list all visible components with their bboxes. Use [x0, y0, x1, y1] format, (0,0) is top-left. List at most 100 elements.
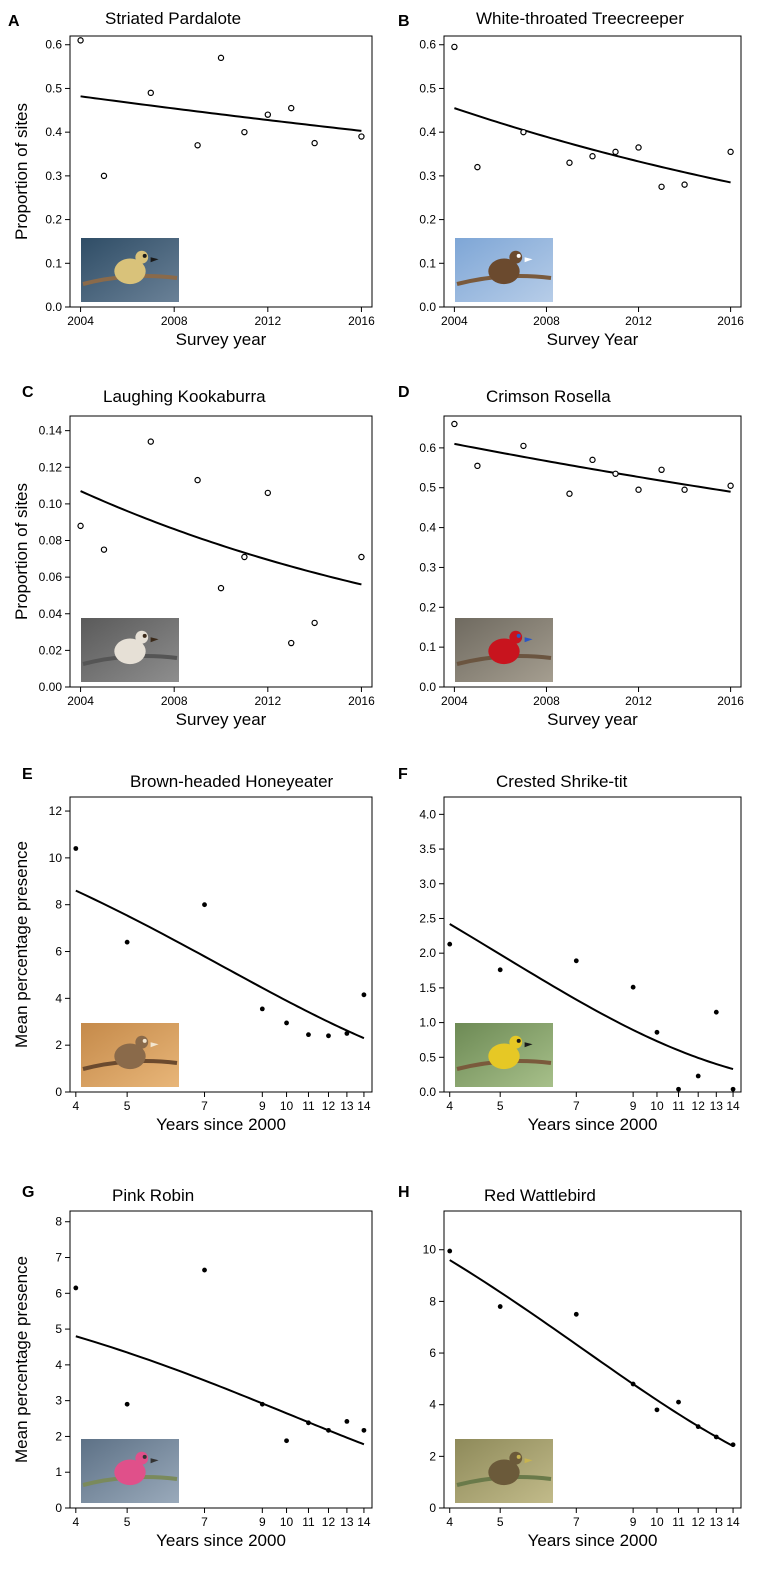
data-point	[284, 1020, 289, 1026]
y-tick-label: 0.3	[45, 169, 62, 183]
y-tick-label: 2	[55, 1038, 62, 1052]
y-tick-label: 0.1	[419, 640, 436, 654]
x-tick-label: 13	[340, 1515, 354, 1529]
y-tick-label: 0.6	[419, 441, 436, 455]
y-tick-label: 6	[55, 945, 62, 959]
trend-line	[449, 1259, 734, 1447]
data-point	[100, 172, 108, 180]
data-point	[635, 144, 642, 151]
panel-letter: G	[22, 1184, 34, 1201]
y-tick-label: 2.5	[419, 911, 436, 925]
data-point	[676, 1086, 681, 1092]
data-point	[147, 89, 154, 97]
panel-title: Pink Robin	[112, 1186, 194, 1205]
x-tick-label: 13	[710, 1099, 724, 1113]
data-point	[566, 159, 573, 166]
data-point	[727, 148, 734, 156]
data-point	[612, 470, 619, 477]
x-tick-label: 4	[446, 1515, 453, 1529]
striated-pardalote-photo	[81, 238, 179, 302]
x-tick-label: 2012	[254, 694, 281, 708]
data-point	[194, 142, 201, 149]
data-point	[306, 1032, 311, 1038]
x-tick-label: 5	[497, 1515, 504, 1529]
crimson-rosella-photo	[455, 618, 553, 682]
x-tick-label: 12	[322, 1515, 336, 1529]
x-tick-label: 12	[692, 1099, 706, 1113]
x-tick-label: 9	[259, 1515, 266, 1529]
data-point	[306, 1420, 311, 1426]
y-tick-label: 0.3	[419, 169, 436, 183]
data-point	[311, 619, 318, 627]
panel-letter: E	[22, 766, 33, 783]
y-tick-label: 0.5	[419, 81, 436, 95]
data-point	[573, 958, 579, 964]
x-tick-label: 11	[302, 1099, 315, 1113]
data-point	[259, 1006, 265, 1012]
data-point	[589, 153, 596, 160]
y-tick-label: 3.5	[419, 842, 436, 856]
panel-title: Striated Pardalote	[105, 9, 241, 28]
data-point	[284, 1438, 289, 1444]
x-tick-label: 10	[280, 1099, 294, 1113]
x-tick-label: 7	[573, 1099, 580, 1113]
data-point	[658, 466, 665, 474]
data-point	[217, 54, 225, 62]
x-tick-label: 10	[280, 1515, 294, 1529]
x-tick-label: 10	[650, 1515, 664, 1529]
x-tick-label: 5	[124, 1515, 131, 1529]
data-point	[447, 1248, 453, 1254]
y-tick-label: 0.4	[419, 521, 436, 535]
x-tick-label: 9	[630, 1099, 637, 1113]
y-tick-label: 0.4	[419, 125, 436, 139]
x-tick-label: 2016	[348, 314, 375, 328]
y-tick-label: 0.5	[419, 481, 436, 495]
x-axis-title: Survey year	[547, 710, 638, 729]
y-tick-label: 0.0	[419, 300, 436, 314]
trend-line	[80, 95, 362, 132]
plot-frame	[69, 35, 373, 308]
x-tick-label: 14	[357, 1515, 371, 1529]
y-tick-label: 2	[55, 1429, 62, 1443]
data-point	[259, 1401, 265, 1407]
x-tick-label: 7	[573, 1515, 580, 1529]
y-tick-label: 0.12	[39, 460, 63, 474]
x-tick-label: 4	[72, 1099, 79, 1113]
chart-panel-b: B White-throated Treecreeper 0.0 0.1 0.2 0.3 0…	[398, 9, 744, 349]
panel-title: Brown-headed Honeyeater	[130, 772, 334, 791]
red-wattlebird-photo	[455, 1439, 553, 1503]
x-tick-label: 11	[302, 1515, 315, 1529]
white-throated-treecreeper-photo	[455, 238, 553, 302]
y-tick-label: 0.4	[45, 125, 62, 139]
x-tick-label: 2008	[161, 694, 188, 708]
plot-frame	[443, 35, 742, 308]
y-tick-label: 0.04	[39, 607, 63, 621]
data-point	[326, 1033, 331, 1039]
x-tick-label: 2012	[254, 314, 281, 328]
y-tick-label: 5	[55, 1322, 62, 1336]
x-tick-label: 5	[497, 1099, 504, 1113]
data-point	[241, 128, 248, 136]
x-tick-label: 11	[672, 1099, 685, 1113]
y-tick-label: 0.00	[39, 680, 63, 694]
data-point	[202, 1267, 207, 1273]
data-point	[100, 546, 108, 553]
y-tick-label: 0.3	[419, 560, 436, 574]
y-tick-label: 2	[429, 1449, 436, 1463]
panel-letter: D	[398, 384, 410, 401]
chart-panel-c: C Laughing Kookaburra 0.00 0.02 0.04 0.06 0.08…	[12, 384, 375, 729]
y-tick-label: 0.2	[419, 213, 436, 227]
panel-title: Crested Shrike-tit	[496, 772, 628, 791]
trend-line	[454, 442, 731, 493]
y-tick-label: 0.1	[45, 256, 62, 270]
x-tick-label: 14	[357, 1099, 371, 1113]
y-tick-label: 0	[55, 1085, 62, 1099]
y-tick-label: 0.2	[45, 213, 62, 227]
y-tick-label: 0.06	[39, 570, 63, 584]
y-tick-label: 3	[55, 1394, 62, 1408]
y-tick-label: 0.02	[39, 643, 63, 657]
chart-panel-e: E Brown-headed Honeyeater 0 2 4 6 8 10 12 4 5 7 9 10 1…	[12, 766, 373, 1134]
y-tick-label: 0.5	[45, 81, 62, 95]
x-tick-label: 14	[726, 1099, 740, 1113]
